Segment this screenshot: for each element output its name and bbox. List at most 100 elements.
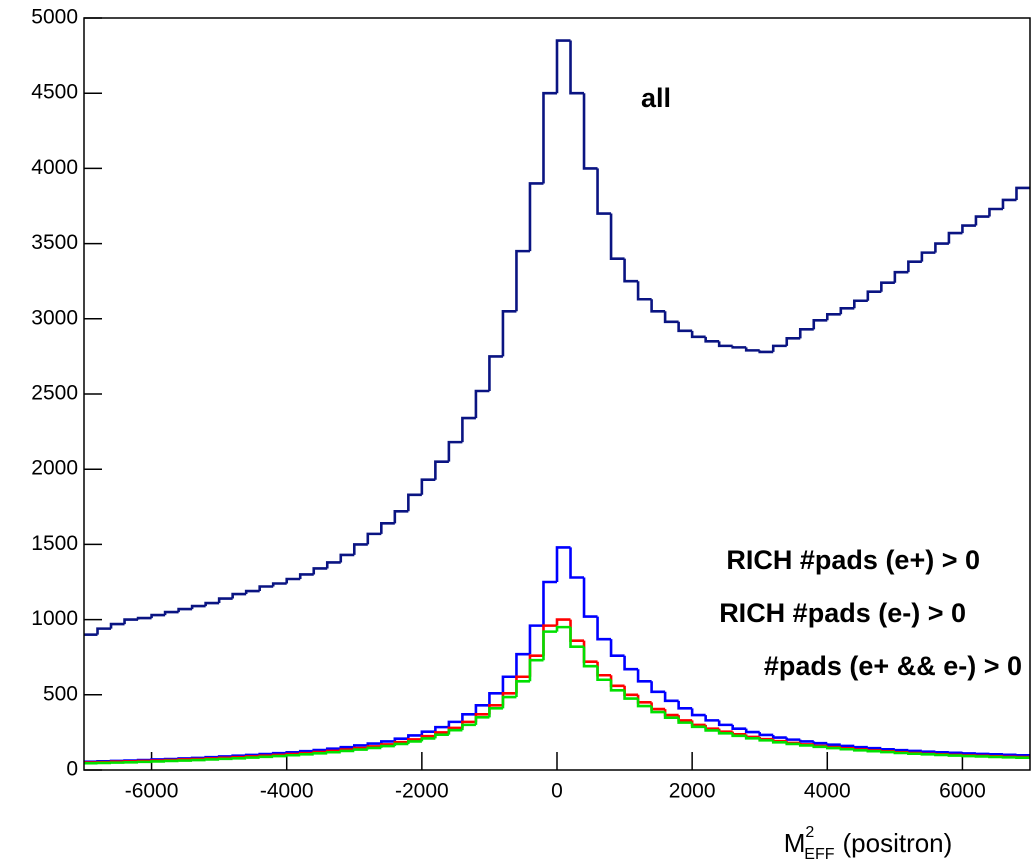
histogram-step	[123, 618, 139, 625]
histogram-step	[515, 679, 530, 698]
histogram-step	[1015, 186, 1030, 200]
histogram-step	[190, 604, 206, 610]
y-tick-label: 1500	[31, 532, 78, 555]
histogram-step	[569, 619, 585, 642]
histogram-step	[947, 231, 963, 244]
histogram-step	[623, 690, 639, 700]
histogram-step	[461, 723, 476, 731]
histogram-step	[731, 724, 747, 730]
histogram-step	[393, 737, 409, 742]
histogram-step	[204, 758, 220, 761]
histogram-step	[542, 580, 557, 626]
histogram-step	[339, 553, 355, 563]
histogram-step	[380, 744, 395, 748]
series-label: RICH #pads (e+) > 0	[726, 545, 980, 575]
histogram-step	[582, 577, 598, 618]
histogram-step	[515, 652, 530, 677]
histogram-step	[771, 739, 787, 743]
histogram-step	[312, 567, 328, 575]
histogram-step	[434, 733, 449, 739]
histogram-step	[163, 610, 179, 616]
histogram-step	[798, 743, 814, 747]
x-tick-label: -2000	[395, 780, 449, 803]
histogram-step	[555, 618, 571, 626]
histogram-step	[636, 669, 652, 683]
histogram-step	[704, 726, 720, 732]
histogram-step	[961, 752, 976, 755]
series-label: #pads (e+ && e-) > 0	[764, 651, 1022, 681]
histogram-step	[528, 182, 544, 252]
histogram-step	[542, 630, 557, 661]
histogram-step	[663, 311, 679, 324]
histogram-step	[555, 39, 571, 94]
y-tick-label: 3000	[31, 306, 78, 329]
histogram-step	[501, 309, 517, 357]
histogram-step	[352, 748, 368, 751]
histogram-step	[596, 616, 612, 641]
histogram-step	[893, 748, 909, 752]
histogram-step	[744, 734, 760, 739]
histogram-step	[231, 592, 247, 599]
histogram-step	[880, 281, 895, 292]
x-tick-label: 4000	[804, 780, 851, 803]
histogram-step	[150, 613, 166, 619]
x-label-sup: 2	[805, 824, 814, 841]
histogram-step	[474, 389, 490, 419]
histogram-step	[204, 601, 220, 607]
histogram-step	[177, 607, 193, 613]
x-label-rest: (positron)	[842, 828, 952, 858]
histogram-step	[907, 260, 922, 273]
histogram-step	[785, 337, 801, 346]
histogram-step	[690, 722, 706, 729]
histogram-step	[582, 646, 598, 668]
histogram-step	[812, 319, 828, 330]
histogram-step	[461, 713, 476, 722]
histogram-step	[825, 743, 841, 747]
histogram-step	[434, 725, 449, 732]
histogram-step	[515, 249, 530, 312]
histogram-step	[853, 745, 868, 749]
histogram-step	[407, 734, 422, 739]
histogram-step	[690, 330, 706, 339]
plot-frame	[83, 17, 1031, 771]
histogram-step	[339, 749, 355, 753]
histogram-step	[920, 750, 936, 753]
histogram-step	[555, 546, 571, 582]
histogram-step	[690, 708, 706, 717]
histogram-step	[366, 742, 382, 746]
histogram-step	[366, 746, 382, 750]
histogram-step	[596, 661, 612, 677]
histogram-step	[839, 747, 855, 751]
histogram-step	[393, 742, 409, 747]
histogram-step	[812, 741, 828, 745]
histogram-step	[325, 747, 341, 750]
x-axis-label: M2 EFF (positron)	[784, 824, 953, 863]
histogram-step	[528, 624, 544, 655]
histogram-step	[677, 717, 693, 724]
histogram-step	[298, 753, 314, 756]
histogram-step	[744, 735, 760, 740]
histogram-step	[961, 224, 976, 234]
histogram-step	[704, 336, 720, 343]
y-tick-label: 2000	[31, 457, 78, 480]
histogram-step	[731, 345, 747, 349]
histogram-step	[407, 740, 422, 744]
histogram-step	[731, 733, 747, 738]
histogram-step	[339, 745, 355, 749]
histogram-step	[271, 754, 287, 758]
histogram-step	[244, 589, 260, 595]
x-tick-label: -4000	[260, 780, 314, 803]
histogram-step	[785, 742, 801, 746]
histogram-step	[704, 715, 720, 722]
x-label-base: M	[784, 828, 806, 858]
histogram-step	[447, 440, 463, 462]
histogram-step	[934, 753, 949, 757]
histogram-step	[677, 715, 693, 722]
histogram-step	[528, 654, 544, 677]
histogram-step	[907, 752, 922, 756]
histogram-step	[542, 91, 557, 184]
histogram-step	[717, 730, 733, 735]
histogram-step	[704, 724, 720, 730]
histogram-step	[988, 207, 1003, 217]
